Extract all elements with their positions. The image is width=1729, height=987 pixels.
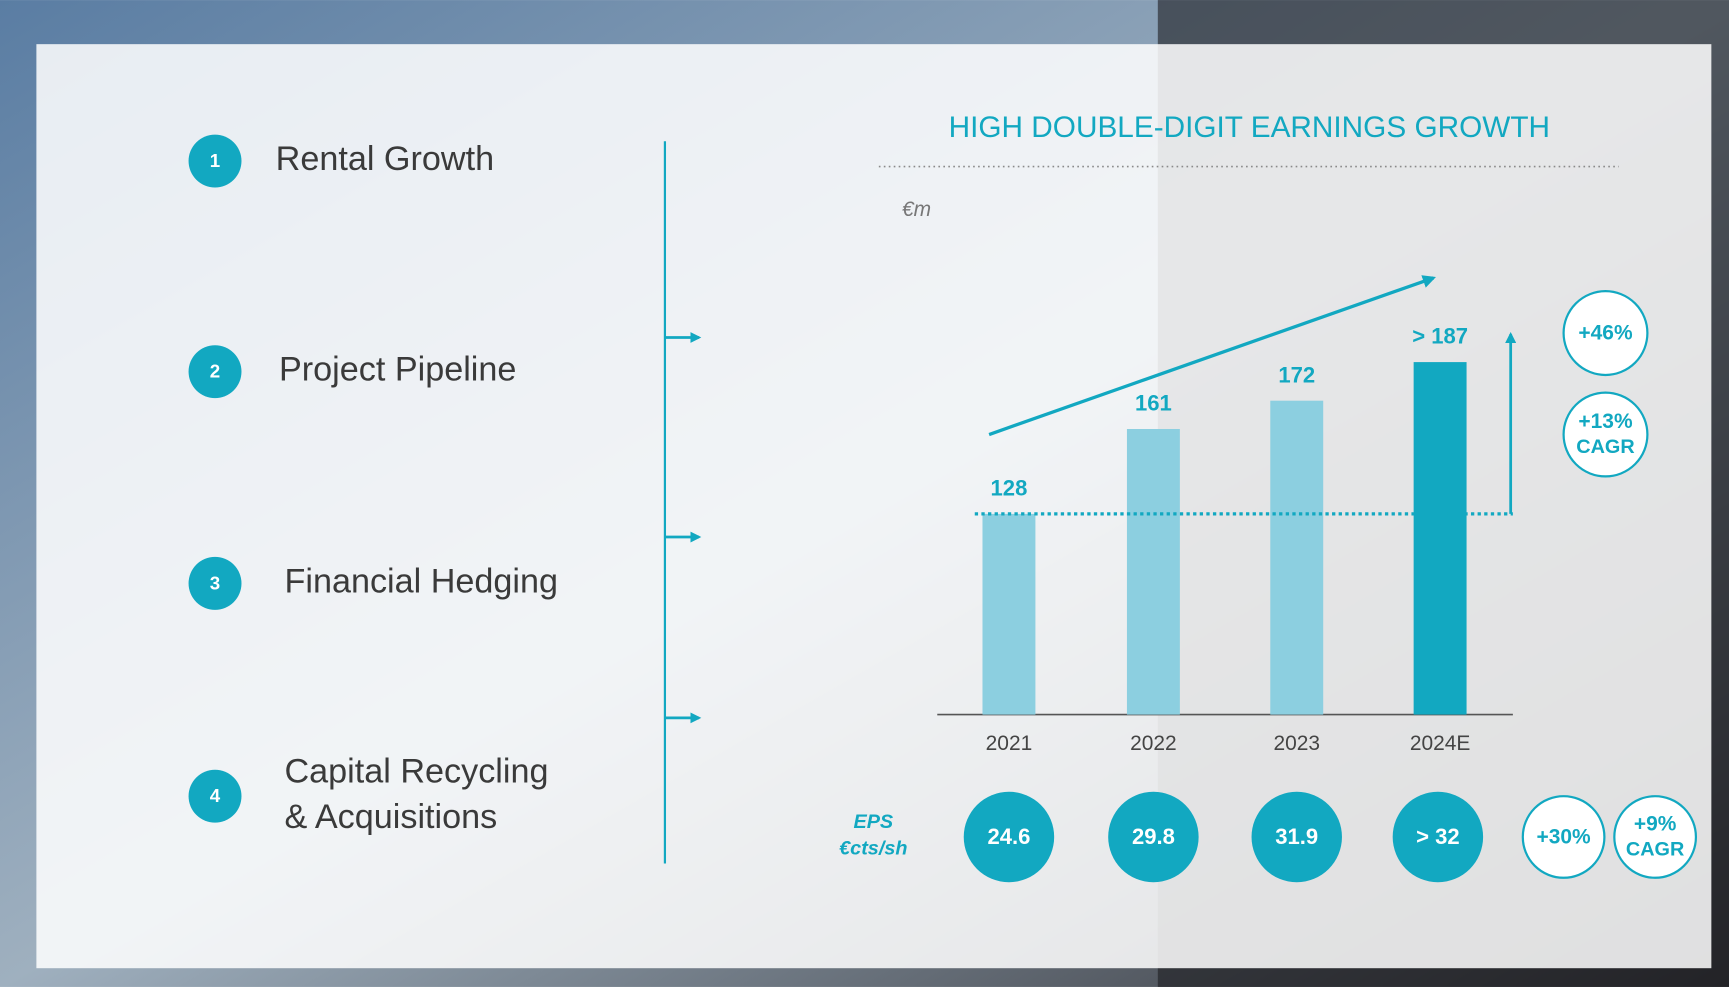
eps-value: 24.6 [987, 824, 1030, 849]
step-number: 4 [210, 785, 221, 806]
badge-value: +9% [1634, 812, 1677, 835]
step-number: 1 [210, 150, 220, 171]
x-tick-label: 2022 [1130, 732, 1177, 755]
badge-value: +13% [1578, 410, 1633, 433]
x-tick-label: 2023 [1273, 732, 1320, 755]
slide: HIGH DOUBLE-DIGIT EARNINGS GROWTH €m EPS… [0, 0, 1729, 987]
chart-title: HIGH DOUBLE-DIGIT EARNINGS GROWTH [949, 111, 1550, 144]
value-label: 128 [991, 475, 1028, 500]
badge-value: +46% [1578, 322, 1633, 345]
eps-value: 31.9 [1275, 824, 1318, 849]
x-tick-label: 2024E [1410, 732, 1471, 755]
value-label: 172 [1278, 362, 1315, 387]
step-label: Financial Hedging [284, 562, 558, 600]
badge-note: CAGR [1576, 436, 1634, 458]
bar [982, 514, 1035, 715]
bar [1127, 429, 1180, 715]
unit-label: €m [902, 198, 931, 221]
x-tick-label: 2021 [986, 732, 1033, 755]
eps-value: 29.8 [1132, 824, 1175, 849]
eps-unit: €cts/sh [839, 837, 907, 859]
badge-note: CAGR [1626, 838, 1684, 860]
value-label: > 187 [1412, 324, 1468, 349]
page: {"pillars": [ {"number": "1", "label": [… [0, 0, 1729, 987]
step-label: Project Pipeline [279, 351, 516, 389]
badge-value: +30% [1537, 826, 1592, 849]
step-label: Rental Growth [276, 140, 494, 178]
bar [1414, 362, 1467, 714]
eps-label: EPS [853, 811, 893, 833]
step-number: 2 [210, 361, 220, 382]
step-label: Capital Recycling [284, 753, 548, 791]
value-label: 161 [1135, 391, 1172, 416]
bar [1270, 401, 1323, 715]
growth-badge [1564, 393, 1648, 477]
step-number: 3 [210, 572, 220, 593]
eps-value: > 32 [1416, 824, 1460, 849]
growth-badge [1614, 796, 1696, 878]
step-label: & Acquisitions [284, 798, 497, 836]
